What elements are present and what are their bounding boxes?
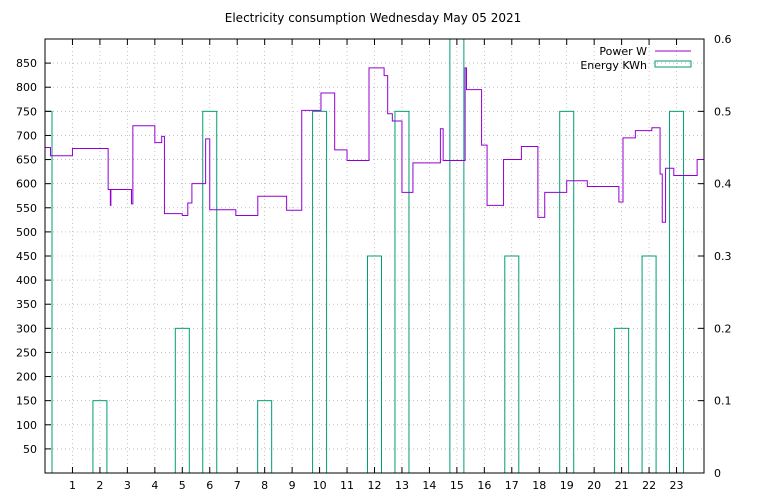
y-right-tick-label: 0.4: [714, 178, 732, 191]
x-tick-label: 19: [560, 479, 574, 492]
y-left-tick-label: 100: [16, 419, 37, 432]
legend-label-power: Power W: [599, 45, 647, 58]
x-tick-label: 21: [615, 479, 629, 492]
energy-bar: [367, 255, 382, 474]
x-tick-label: 4: [151, 479, 158, 492]
legend: Power W Energy KWh: [580, 45, 692, 72]
x-tick-label: 14: [422, 479, 436, 492]
x-tick-label: 13: [395, 479, 409, 492]
y-right-tick-label: 0.3: [714, 250, 732, 263]
x-tick-label: 18: [532, 479, 546, 492]
y-left-tick-label: 650: [16, 154, 37, 167]
x-tick-label: 11: [340, 479, 354, 492]
power-series: [45, 67, 705, 223]
x-tick-label: 1: [69, 479, 76, 492]
legend-swatch-energy: [654, 60, 692, 68]
x-tick-label: 12: [368, 479, 382, 492]
y-left-tick-label: 800: [16, 81, 37, 94]
y-left-tick-label: 500: [16, 226, 37, 239]
x-tick-label: 22: [642, 479, 656, 492]
x-tick-label: 23: [670, 479, 684, 492]
x-tick-label: 16: [477, 479, 491, 492]
y-left-tick-label: 350: [16, 298, 37, 311]
x-tick-label: 2: [96, 479, 103, 492]
y-left-tick-label: 600: [16, 178, 37, 191]
x-tick-label: 10: [313, 479, 327, 492]
y-left-tick-label: 450: [16, 250, 37, 263]
legend-label-energy: Energy KWh: [580, 59, 647, 72]
y-left-tick-label: 850: [16, 57, 37, 70]
y-left-tick-label: 250: [16, 346, 37, 359]
energy-bar: [312, 110, 328, 474]
energy-bar: [669, 110, 685, 474]
x-tick-label: 9: [289, 479, 296, 492]
y-axis-left-ticks: 50 100 150 200 250 300 350 400 450 500 550 600 650 70…: [16, 57, 51, 456]
x-tick-label: 17: [505, 479, 519, 492]
x-tick-label: 5: [179, 479, 186, 492]
x-tick-label: 15: [450, 479, 464, 492]
power-line: [45, 67, 705, 223]
y-left-tick-label: 700: [16, 129, 37, 142]
energy-bar: [44, 110, 53, 474]
y-left-tick-label: 200: [16, 371, 37, 384]
y-right-tick-label: 0.5: [714, 105, 732, 118]
y-right-tick-label: 0.6: [714, 33, 732, 46]
x-tick-label: 8: [261, 479, 268, 492]
energy-bar: [559, 110, 575, 474]
y-left-tick-label: 750: [16, 105, 37, 118]
y-right-tick-label: 0.2: [714, 322, 732, 335]
y-left-tick-label: 400: [16, 274, 37, 287]
x-tick-label: 6: [206, 479, 213, 492]
x-tick-label: 3: [124, 479, 131, 492]
x-axis-ticks: 1 2 3 4 5 6 7 8 9 10 11 12 13 14 15 16 17 18 19 20 21 22 23: [69, 39, 684, 492]
y-left-tick-label: 50: [23, 443, 37, 456]
x-tick-label: 20: [587, 479, 601, 492]
energy-bar: [504, 255, 520, 474]
y-left-tick-label: 300: [16, 322, 37, 335]
y-left-tick-label: 550: [16, 202, 37, 215]
energy-series: [44, 38, 685, 474]
energy-bar: [641, 255, 657, 474]
y-left-tick-label: 150: [16, 395, 37, 408]
chart-title: Electricity consumption Wednesday May 05…: [225, 11, 521, 25]
y-axis-right-ticks: 0 0.1 0.2 0.3 0.4 0.5 0.6: [698, 33, 732, 480]
y-right-tick-label: 0: [714, 467, 721, 480]
x-tick-label: 7: [234, 479, 241, 492]
y-right-tick-label: 0.1: [714, 395, 732, 408]
